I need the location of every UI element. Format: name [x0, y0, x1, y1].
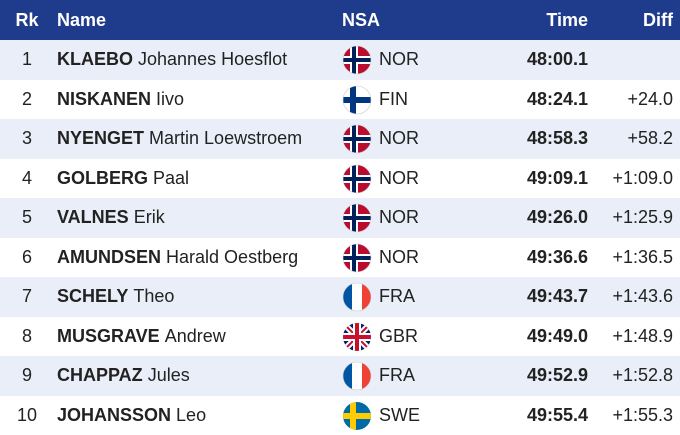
nsa: SWE: [379, 404, 421, 425]
diff: +1:36.5: [612, 246, 673, 267]
rank: 3: [21, 128, 32, 149]
surname: JOHANSSON: [57, 404, 172, 425]
diff: +1:09.0: [612, 167, 673, 188]
header-cell: Rk: [15, 9, 39, 30]
given-name: Theo: [133, 286, 175, 307]
flag: [342, 361, 372, 391]
flag: [342, 85, 372, 115]
athlete-name: NYENGET Martin Loewstroem: [57, 119, 302, 159]
time: 48:24.1: [526, 88, 588, 109]
flag: [342, 282, 372, 312]
given-name: Harald Oestberg: [166, 246, 299, 267]
time: 48:00.1: [526, 49, 588, 70]
time: 48:58.3: [526, 128, 588, 149]
time: 49:43.7: [526, 286, 588, 307]
result-row: 4 GOLBERG Paal NOR 49:09.1 +1:09.0: [0, 159, 680, 199]
rank: 1: [21, 49, 32, 70]
result-row: 3 NYENGET Martin Loewstroem NOR 48:58.3 +58.…: [0, 119, 680, 159]
header-cell: NSA: [342, 9, 381, 30]
diff: +1:55.3: [612, 404, 673, 425]
given-name: Iivo: [156, 88, 185, 109]
header-cell: Time: [546, 9, 588, 30]
nsa: NOR: [379, 128, 419, 149]
header-cell: Diff: [643, 9, 673, 30]
result-row: 9 CHAPPAZ Jules FRA 49:52.9 +1:52.8: [0, 356, 680, 396]
given-name: Jules: [147, 365, 190, 386]
surname: AMUNDSEN: [57, 246, 162, 267]
athlete-name: JOHANSSON Leo: [57, 396, 206, 435]
athlete-name: KLAEBO Johannes Hoesflot: [57, 40, 287, 80]
nsa: NOR: [379, 49, 419, 70]
athlete-name: AMUNDSEN Harald Oestberg: [57, 238, 298, 278]
diff: +24.0: [627, 88, 673, 109]
result-row: 7 SCHELY Theo FRA 49:43.7 +1:43.6: [0, 277, 680, 317]
given-name: Erik: [133, 207, 165, 228]
rank: 9: [21, 365, 32, 386]
diff: +1:52.8: [612, 365, 673, 386]
rank: 6: [21, 246, 32, 267]
diff: +1:48.9: [612, 325, 673, 346]
result-row: 8 MUSGRAVE Andrew GBR 49:49.0 +1:48.9: [0, 317, 680, 357]
given-name: Paal: [153, 167, 190, 188]
time: 49:36.6: [526, 246, 588, 267]
rank: 8: [21, 325, 32, 346]
header-cell: Name: [57, 9, 107, 30]
rank: 10: [16, 404, 38, 425]
flag: [342, 243, 372, 273]
surname: NISKANEN: [57, 88, 152, 109]
surname: GOLBERG: [57, 167, 149, 188]
given-name: Johannes Hoesflot: [138, 49, 288, 70]
nsa: NOR: [379, 246, 419, 267]
surname: NYENGET: [57, 128, 145, 149]
rank: 2: [21, 88, 32, 109]
athlete-name: NISKANEN Iivo: [57, 80, 184, 120]
flag: [342, 124, 372, 154]
time: 49:49.0: [526, 325, 588, 346]
diff: +1:43.6: [612, 286, 673, 307]
athlete-name: CHAPPAZ Jules: [57, 356, 190, 396]
time: 49:55.4: [526, 404, 588, 425]
surname: CHAPPAZ: [57, 365, 143, 386]
surname: KLAEBO: [57, 49, 133, 70]
flag: [342, 401, 372, 431]
result-row: 6 AMUNDSEN Harald Oestberg NOR 49:36.6 +1:36…: [0, 238, 680, 278]
nsa: FIN: [379, 88, 408, 109]
flag: [342, 322, 372, 352]
result-row: 5 VALNES Erik NOR 49:26.0 +1:25.9: [0, 198, 680, 238]
result-row: 10 JOHANSSON Leo SWE 49:55.4 +1:55.3: [0, 396, 680, 435]
time: 49:09.1: [526, 167, 588, 188]
nsa: GBR: [379, 325, 419, 346]
rank: 4: [21, 167, 32, 188]
surname: VALNES: [57, 207, 129, 228]
surname: MUSGRAVE: [57, 325, 160, 346]
nsa: FRA: [379, 286, 415, 307]
athlete-name: SCHELY Theo: [57, 277, 174, 317]
header-row: Rk Name NSA Time Diff: [0, 0, 680, 40]
flag: [342, 164, 372, 194]
nsa: NOR: [379, 167, 419, 188]
flag: [342, 45, 372, 75]
nsa: NOR: [379, 207, 419, 228]
time: 49:26.0: [526, 207, 588, 228]
result-row: 1 KLAEBO Johannes Hoesflot NOR 48:00.1: [0, 40, 680, 80]
nsa: FRA: [379, 365, 415, 386]
given-name: Andrew: [164, 325, 226, 346]
given-name: Leo: [176, 404, 207, 425]
rank: 5: [21, 207, 32, 228]
rank: 7: [21, 286, 32, 307]
time: 49:52.9: [526, 365, 588, 386]
surname: SCHELY: [57, 286, 129, 307]
diff: +1:25.9: [612, 207, 673, 228]
athlete-name: VALNES Erik: [57, 198, 165, 238]
diff: +58.2: [627, 128, 673, 149]
result-row: 2 NISKANEN Iivo FIN 48:24.1 +24.0: [0, 80, 680, 120]
athlete-name: MUSGRAVE Andrew: [57, 317, 226, 357]
given-name: Martin Loewstroem: [149, 128, 303, 149]
flag: [342, 203, 372, 233]
athlete-name: GOLBERG Paal: [57, 159, 189, 199]
